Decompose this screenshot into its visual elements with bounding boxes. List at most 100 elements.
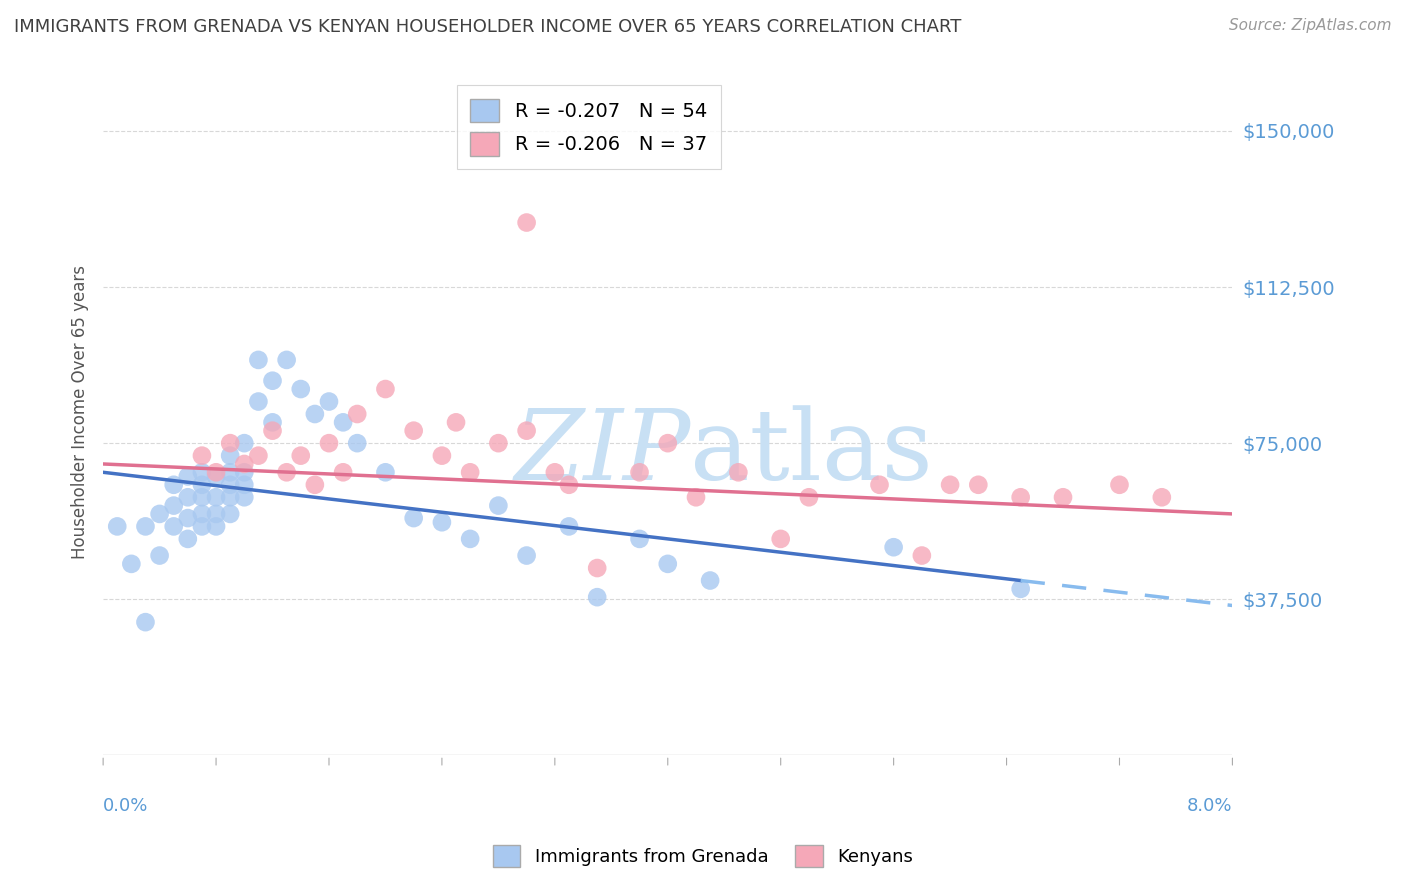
Point bbox=[219, 465, 242, 479]
Point bbox=[134, 519, 156, 533]
Point bbox=[205, 490, 228, 504]
Point bbox=[911, 549, 934, 563]
Point bbox=[219, 490, 242, 504]
Point bbox=[374, 465, 396, 479]
Point bbox=[219, 507, 242, 521]
Point bbox=[262, 415, 284, 429]
Point bbox=[177, 532, 200, 546]
Point bbox=[402, 424, 425, 438]
Text: IMMIGRANTS FROM GRENADA VS KENYAN HOUSEHOLDER INCOME OVER 65 YEARS CORRELATION C: IMMIGRANTS FROM GRENADA VS KENYAN HOUSEH… bbox=[14, 18, 962, 36]
Point bbox=[657, 557, 679, 571]
Point bbox=[205, 465, 228, 479]
Point bbox=[558, 519, 581, 533]
Point bbox=[219, 477, 242, 491]
Point bbox=[233, 490, 256, 504]
Point bbox=[304, 407, 326, 421]
Point bbox=[163, 519, 186, 533]
Point bbox=[458, 465, 481, 479]
Point bbox=[586, 590, 609, 604]
Point bbox=[544, 465, 567, 479]
Text: atlas: atlas bbox=[690, 405, 934, 501]
Point bbox=[191, 465, 214, 479]
Point bbox=[797, 490, 820, 504]
Point bbox=[699, 574, 721, 588]
Point bbox=[318, 394, 340, 409]
Point bbox=[233, 465, 256, 479]
Point bbox=[883, 540, 905, 554]
Point bbox=[869, 477, 891, 491]
Point bbox=[628, 465, 651, 479]
Point bbox=[444, 415, 467, 429]
Point bbox=[205, 507, 228, 521]
Point bbox=[247, 352, 270, 367]
Point bbox=[177, 490, 200, 504]
Point bbox=[276, 465, 298, 479]
Legend: Immigrants from Grenada, Kenyans: Immigrants from Grenada, Kenyans bbox=[486, 838, 920, 874]
Point bbox=[967, 477, 990, 491]
Text: 0.0%: 0.0% bbox=[103, 797, 149, 814]
Point bbox=[430, 515, 453, 529]
Text: ZIP: ZIP bbox=[515, 406, 690, 500]
Point bbox=[516, 549, 538, 563]
Point bbox=[586, 561, 609, 575]
Point bbox=[233, 477, 256, 491]
Point bbox=[149, 549, 172, 563]
Point bbox=[177, 511, 200, 525]
Point bbox=[205, 469, 228, 483]
Point bbox=[149, 507, 172, 521]
Point bbox=[458, 532, 481, 546]
Point bbox=[304, 477, 326, 491]
Text: Source: ZipAtlas.com: Source: ZipAtlas.com bbox=[1229, 18, 1392, 33]
Point bbox=[1150, 490, 1173, 504]
Point bbox=[486, 499, 509, 513]
Point bbox=[105, 519, 128, 533]
Legend: R = -0.207   N = 54, R = -0.206   N = 37: R = -0.207 N = 54, R = -0.206 N = 37 bbox=[457, 85, 721, 169]
Point bbox=[262, 374, 284, 388]
Point bbox=[262, 424, 284, 438]
Point bbox=[1010, 582, 1032, 596]
Point bbox=[402, 511, 425, 525]
Point bbox=[769, 532, 792, 546]
Point bbox=[191, 449, 214, 463]
Point bbox=[120, 557, 142, 571]
Point bbox=[191, 507, 214, 521]
Point bbox=[657, 436, 679, 450]
Point bbox=[318, 436, 340, 450]
Point bbox=[939, 477, 962, 491]
Point bbox=[191, 490, 214, 504]
Point bbox=[516, 215, 538, 229]
Point bbox=[332, 465, 354, 479]
Point bbox=[247, 394, 270, 409]
Point bbox=[558, 477, 581, 491]
Point bbox=[290, 382, 312, 396]
Point bbox=[628, 532, 651, 546]
Point bbox=[346, 407, 368, 421]
Y-axis label: Householder Income Over 65 years: Householder Income Over 65 years bbox=[72, 265, 89, 559]
Point bbox=[233, 457, 256, 471]
Point bbox=[177, 469, 200, 483]
Point bbox=[247, 449, 270, 463]
Point bbox=[516, 424, 538, 438]
Point bbox=[191, 519, 214, 533]
Point bbox=[430, 449, 453, 463]
Point bbox=[134, 615, 156, 629]
Point bbox=[205, 519, 228, 533]
Point bbox=[374, 382, 396, 396]
Point bbox=[1108, 477, 1130, 491]
Point bbox=[1010, 490, 1032, 504]
Point bbox=[163, 499, 186, 513]
Point bbox=[332, 415, 354, 429]
Point bbox=[727, 465, 749, 479]
Point bbox=[290, 449, 312, 463]
Point bbox=[346, 436, 368, 450]
Point bbox=[163, 477, 186, 491]
Point bbox=[1052, 490, 1074, 504]
Point bbox=[486, 436, 509, 450]
Point bbox=[191, 477, 214, 491]
Point bbox=[685, 490, 707, 504]
Point bbox=[233, 436, 256, 450]
Text: 8.0%: 8.0% bbox=[1187, 797, 1233, 814]
Point bbox=[276, 352, 298, 367]
Point bbox=[219, 436, 242, 450]
Point bbox=[219, 449, 242, 463]
